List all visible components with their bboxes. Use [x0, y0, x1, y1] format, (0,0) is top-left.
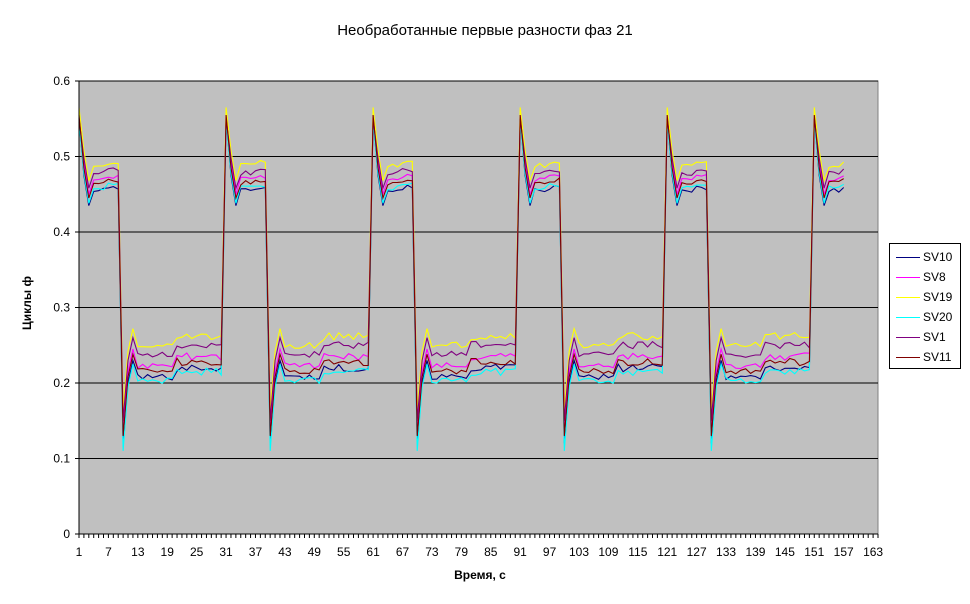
x-tick-label: 37 — [249, 545, 263, 559]
x-tick-label: 43 — [278, 545, 292, 559]
legend-item-sv8: SV8 — [890, 267, 960, 287]
series-line-sv11 — [78, 114, 844, 436]
x-tick-label: 7 — [105, 545, 112, 559]
x-tick-label: 13 — [131, 545, 145, 559]
x-tick-label: 115 — [628, 545, 647, 559]
y-tick-label: 0.3 — [53, 301, 70, 315]
x-tick-label: 145 — [775, 545, 795, 559]
y-axis-label: Циклы ф — [20, 276, 34, 330]
legend: SV10 SV8 SV19 SV20 SV1 SV11 — [889, 243, 961, 369]
x-tick-label: 31 — [219, 545, 233, 559]
legend-item-sv1: SV1 — [890, 327, 960, 347]
series-line-sv20 — [78, 122, 844, 451]
chart-title: Необработанные первые разности фаз 21 — [337, 22, 633, 39]
x-tick-label: 85 — [484, 545, 498, 559]
legend-label: SV19 — [923, 290, 953, 304]
x-tick-label: 1 — [76, 545, 83, 559]
legend-item-sv10: SV10 — [890, 247, 960, 267]
y-tick-label: 0.6 — [53, 74, 70, 88]
x-tick-label: 127 — [687, 545, 707, 559]
x-tick-label: 49 — [308, 545, 322, 559]
x-tick-label: 163 — [863, 545, 883, 559]
x-tick-label: 121 — [657, 545, 677, 559]
series-line-sv1 — [78, 118, 845, 421]
x-tick-label: 151 — [804, 545, 824, 559]
legend-label: SV20 — [923, 310, 953, 324]
x-tick-label: 61 — [366, 545, 380, 559]
legend-label: SV8 — [923, 270, 946, 284]
legend-item-sv20: SV20 — [890, 307, 960, 327]
x-tick-label: 133 — [716, 545, 736, 559]
x-tick-label: 91 — [513, 545, 527, 559]
legend-swatch — [896, 276, 920, 278]
x-tick-label: 157 — [834, 545, 854, 559]
x-tick-label: 97 — [543, 545, 557, 559]
x-tick-label: 55 — [337, 545, 351, 559]
y-tick-label: 0.4 — [53, 225, 70, 239]
series-line-sv19 — [78, 107, 845, 410]
x-tick-label: 67 — [396, 545, 410, 559]
legend-swatch — [896, 296, 920, 298]
x-tick-label: 139 — [745, 545, 765, 559]
legend-swatch — [896, 256, 920, 258]
x-tick-label: 25 — [190, 545, 204, 559]
y-tick-label: 0 — [63, 527, 70, 541]
legend-swatch — [896, 356, 920, 358]
x-tick-label: 19 — [161, 545, 175, 559]
y-tick-label: 0.5 — [53, 150, 70, 164]
legend-swatch — [896, 336, 920, 338]
y-tick-label: 0.1 — [53, 452, 70, 466]
legend-label: SV1 — [923, 330, 946, 344]
legend-item-sv11: SV11 — [890, 347, 960, 367]
legend-item-sv19: SV19 — [890, 287, 960, 307]
x-tick-label: 79 — [455, 545, 469, 559]
legend-label: SV10 — [923, 250, 953, 264]
x-axis-label: Время, с — [454, 568, 506, 582]
x-tick-label: 103 — [569, 545, 589, 559]
x-tick-label: 109 — [598, 545, 618, 559]
y-tick-label: 0.2 — [53, 376, 70, 390]
legend-label: SV11 — [923, 350, 952, 364]
legend-swatch — [896, 316, 920, 318]
x-tick-label: 73 — [425, 545, 439, 559]
series-line-sv8 — [78, 122, 844, 433]
